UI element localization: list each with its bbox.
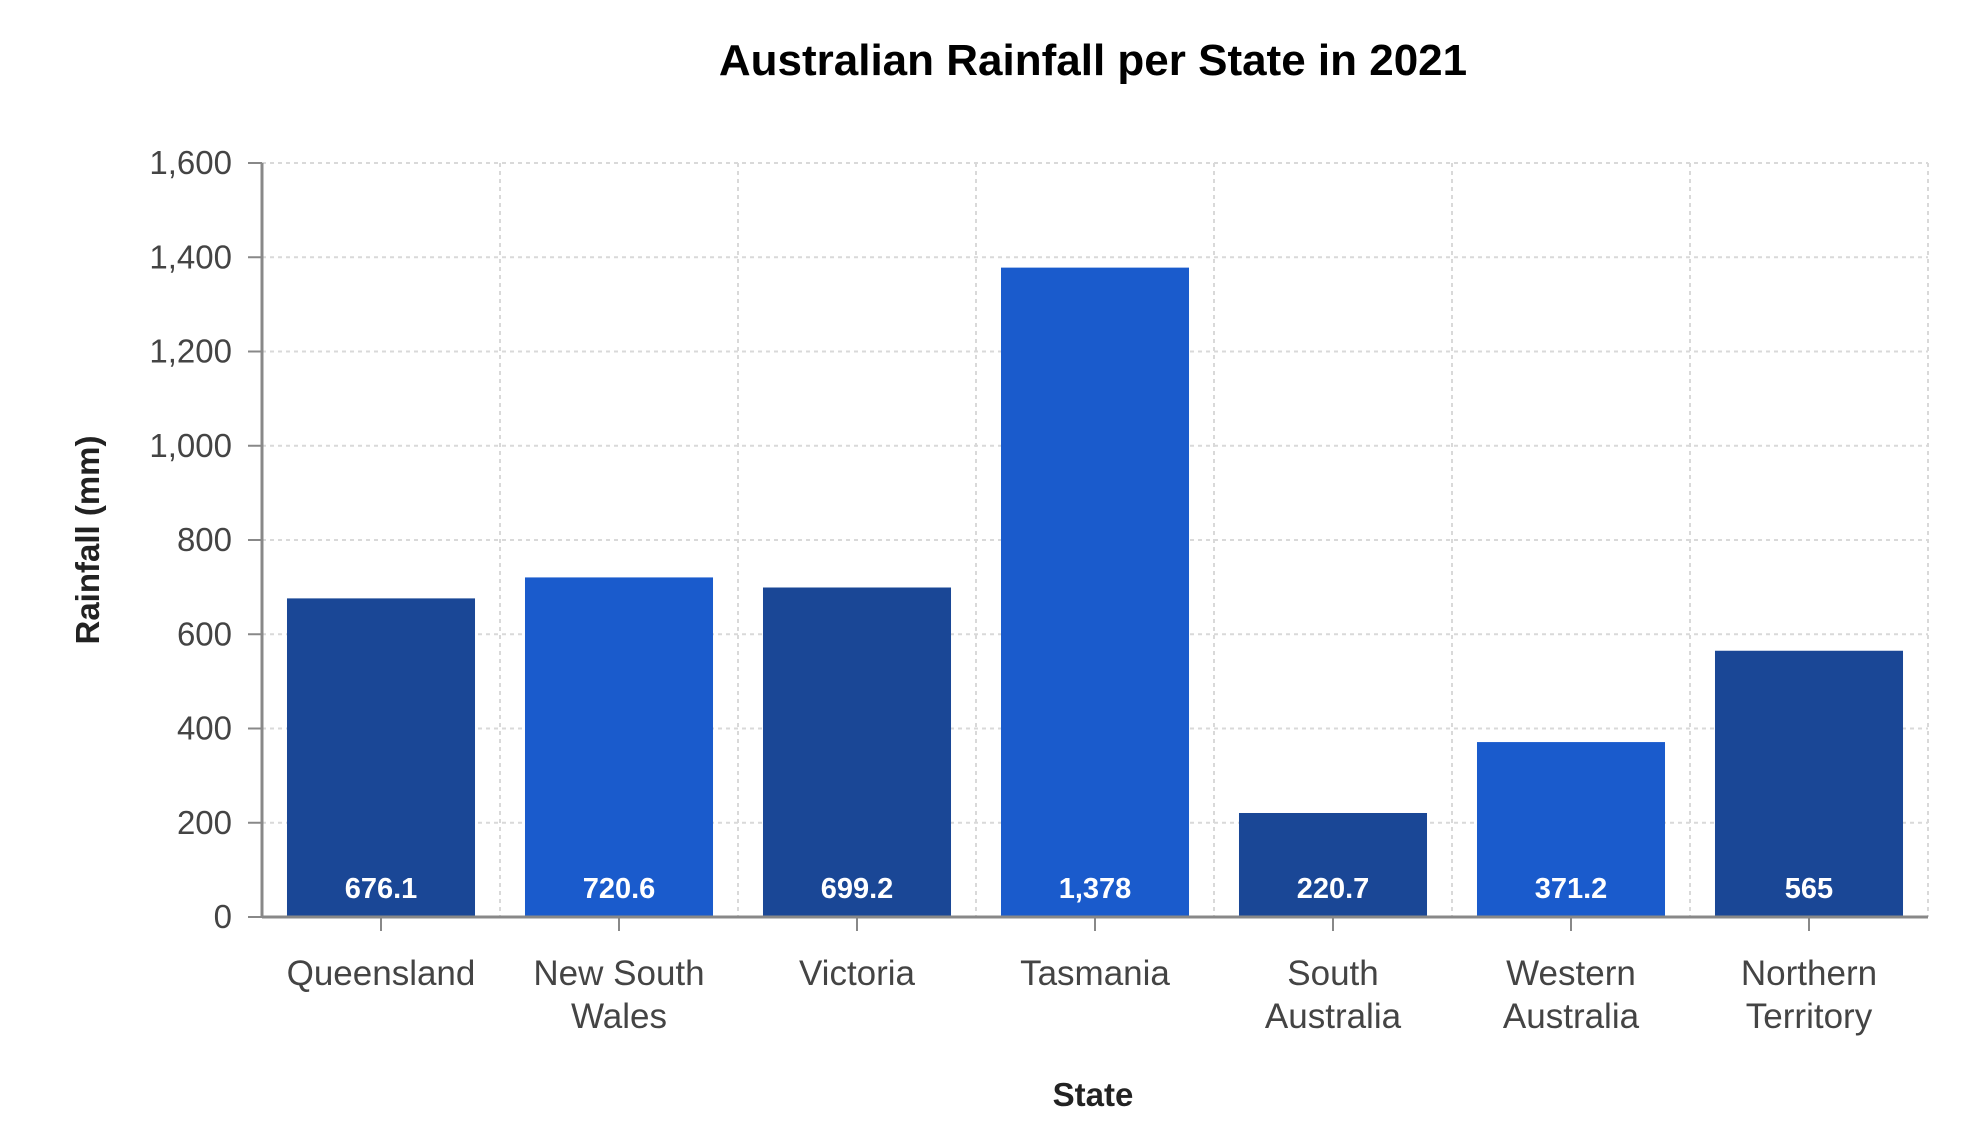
x-tick-label: Tasmania [1020,954,1170,993]
bar-value-label: 371.2 [1535,873,1608,905]
y-tick-label: 1,400 [149,238,232,275]
x-tick-label: Territory [1746,997,1873,1036]
y-tick-label: 800 [177,521,232,558]
x-tick-label: Northern [1741,954,1877,993]
axis-layer: 0 200 400 600 800 1,000 1,200 1,400 1,600 Queensl… [149,144,1928,1036]
x-tick-label: Victoria [799,954,916,993]
y-tick-label: 600 [177,615,232,652]
bar[interactable] [286,598,476,917]
bar-value-label: 720.6 [583,873,656,905]
x-tick-label: South [1287,954,1378,993]
bar-layer: 676.1 720.6 699.2 1,378 220.7 371.2 565 [286,267,1904,917]
y-tick-label: 1,600 [149,144,232,181]
bar[interactable] [524,577,714,917]
x-tick-label: Australia [1503,997,1640,1036]
bar[interactable] [1714,650,1904,917]
y-tick-label: 1,000 [149,427,232,464]
x-tick-label: Queensland [287,954,476,993]
x-tick-label: Western [1506,954,1636,993]
y-tick-label: 400 [177,710,232,747]
bar-value-label: 565 [1785,873,1833,905]
y-tick-label: 1,200 [149,333,232,370]
bar[interactable] [1476,742,1666,917]
y-tick-label: 0 [214,898,232,935]
x-axis-title: State [1053,1076,1134,1113]
y-tick-label: 200 [177,804,232,841]
chart-title: Australian Rainfall per State in 2021 [719,36,1467,85]
y-axis-title: Rainfall (mm) [69,435,106,644]
bar[interactable] [1238,812,1428,917]
x-tick-label: Wales [571,997,667,1036]
bar-value-label: 676.1 [345,873,418,905]
x-tick-label: New South [533,954,704,993]
bar-value-label: 1,378 [1059,873,1132,905]
bar-value-label: 220.7 [1297,873,1370,905]
x-tick-label: Australia [1265,997,1402,1036]
bar[interactable] [1000,267,1190,917]
bar-value-label: 699.2 [821,873,894,905]
bar[interactable] [762,587,952,917]
